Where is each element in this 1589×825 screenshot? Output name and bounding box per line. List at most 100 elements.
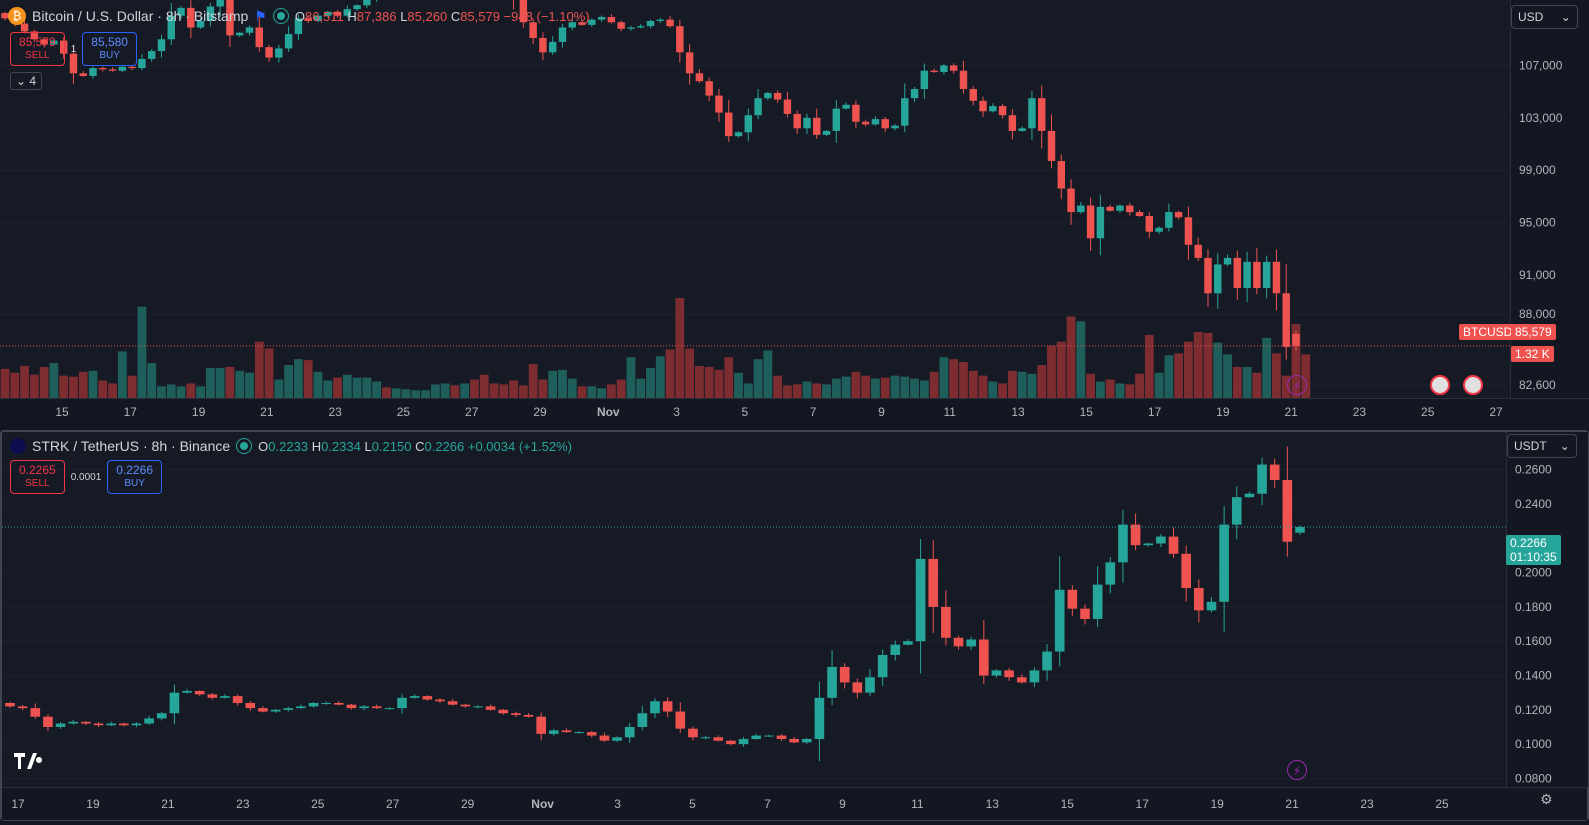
btc-time-axis[interactable]: 15 17 19 21 23 25 27 29 Nov 3 5 7 9 11 13 15 17 19 21 23 25 2…: [0, 398, 1589, 429]
volume-bar: [284, 364, 294, 398]
btc-chart-plot[interactable]: [0, 0, 1510, 398]
strk-buy-button[interactable]: 0.2266 BUY: [107, 460, 162, 494]
volume-bar: [430, 384, 440, 398]
candle-body: [624, 726, 635, 738]
candle-body: [966, 639, 976, 647]
volume-bar: [714, 369, 724, 398]
candle-body: [1067, 188, 1075, 213]
volume-bar: [440, 383, 450, 398]
candle-body: [998, 106, 1007, 116]
lightning-event-icon[interactable]: ⚡: [1287, 375, 1307, 395]
volume-bar: [900, 376, 910, 398]
strk-bar-timer: 01:10:35: [1510, 550, 1557, 564]
y-tick-label: 0.1000: [1515, 737, 1552, 751]
candle-body: [1233, 257, 1242, 289]
x-tick-label: 29: [533, 405, 547, 419]
candle-body: [539, 37, 547, 53]
btc-symbol-label[interactable]: Bitcoin / U.S. Dollar · 8h · Bitstamp: [32, 8, 249, 24]
volume-bar: [166, 384, 176, 398]
gear-icon[interactable]: ⚙: [1540, 791, 1553, 807]
candle-body: [814, 697, 825, 739]
btc-chart-pane[interactable]: 82,600 88,000 91,000 95,000 99,000 103,000 107…: [0, 0, 1589, 429]
candle-body: [930, 70, 938, 73]
candle-body: [839, 666, 850, 683]
strk-last-price: 0.2266: [1510, 536, 1547, 550]
candle-body: [754, 98, 762, 116]
btc-price-axis[interactable]: 82,600 88,000 91,000 95,000 99,000 103,000 107…: [1510, 0, 1589, 398]
y-tick-label: 91,000: [1519, 268, 1556, 282]
btc-buy-price: 85,580: [91, 35, 128, 49]
volume-bar: [78, 371, 88, 398]
x-tick-label: 25: [1421, 405, 1435, 419]
volume-bar: [910, 378, 919, 398]
strk-chart-pane[interactable]: 0.0800 0.1000 0.1200 0.1400 0.1600 0.1800 0.20…: [0, 430, 1589, 821]
btc-spread: 1: [70, 43, 77, 55]
candle-body: [991, 670, 1002, 676]
strk-time-axis[interactable]: 17 19 21 23 25 27 29 Nov 3 5 7 9 11 13 15 17 19 21 23 25: [2, 787, 1587, 820]
candle-body: [106, 723, 116, 726]
btc-sell-label: SELL: [25, 50, 50, 61]
volume-bar: [254, 341, 264, 398]
starknet-icon: [10, 438, 26, 454]
candle-body: [1262, 261, 1271, 289]
x-tick-label: 27: [386, 797, 400, 811]
strk-price-axis[interactable]: 0.0800 0.1000 0.1200 0.1400 0.1600 0.1800 0.20…: [1506, 432, 1588, 787]
volume-bar: [978, 375, 988, 398]
volume-bar: [567, 378, 577, 398]
strk-sell-button[interactable]: 0.2265 SELL: [10, 460, 65, 494]
volume-bar: [499, 384, 509, 398]
candle-body: [1269, 464, 1280, 481]
volume-bar: [108, 383, 117, 398]
x-tick-label: 13: [986, 797, 1000, 811]
candle-body: [232, 696, 243, 703]
indicators-collapse-button[interactable]: ⌄ 4: [10, 72, 43, 90]
y-tick-label: 0.1400: [1515, 669, 1552, 683]
candle-body: [861, 121, 870, 125]
btc-currency-button[interactable]: USD ⌄: [1511, 5, 1578, 29]
lightning-event-icon[interactable]: ⚡: [1287, 760, 1307, 780]
strk-ohlc: O0.2233 H0.2334 L0.2150 C0.2266 +0.0034 …: [258, 439, 572, 454]
candle-body: [108, 69, 117, 71]
candle-body: [1165, 212, 1173, 228]
candle-body: [1116, 205, 1124, 211]
candle-body: [1130, 524, 1141, 546]
candle-body: [1029, 670, 1040, 683]
btc-sell-button[interactable]: 85,579 SELL: [10, 32, 65, 66]
candle-body: [131, 723, 142, 726]
candle-body: [314, 15, 322, 21]
candle-body: [1219, 524, 1229, 602]
candle-body: [147, 51, 156, 59]
candle-body: [194, 690, 205, 695]
btc-high-label: H: [347, 8, 357, 24]
candle-body: [1156, 536, 1166, 544]
candle-body: [43, 716, 53, 727]
volume-bar: [1047, 345, 1056, 398]
strk-symbol-label[interactable]: STRK / TetherUS · 8h · Binance: [32, 438, 231, 454]
x-tick-label: 25: [1435, 797, 1449, 811]
volume-bar: [362, 377, 372, 398]
volume-bar: [205, 367, 215, 398]
candle-body: [842, 104, 850, 109]
volume-bar: [783, 385, 792, 398]
volume-bar: [1154, 372, 1164, 398]
volume-bar: [470, 379, 479, 398]
candle-body: [776, 735, 787, 739]
us-flag-event-icon[interactable]: [1430, 375, 1450, 395]
strk-currency-button[interactable]: USDT ⌄: [1507, 434, 1577, 458]
volume-bar: [841, 376, 851, 398]
candle-body: [578, 22, 586, 25]
strk-spread: 0.0001: [70, 471, 102, 483]
candle-body: [156, 713, 167, 719]
strk-change: +0.0034 (+1.52%): [467, 438, 572, 454]
candle-body: [656, 19, 664, 21]
volume-bar: [1203, 332, 1213, 398]
candle-body: [473, 706, 483, 708]
x-tick-label: 5: [742, 405, 749, 419]
candle-body: [68, 721, 79, 724]
us-flag-event-icon[interactable]: [1463, 375, 1483, 395]
y-tick-label: 0.2600: [1515, 463, 1552, 477]
strk-chart-plot[interactable]: [2, 432, 1506, 787]
volume-bar: [10, 372, 20, 398]
candle-body: [1257, 464, 1267, 494]
btc-buy-button[interactable]: 85,580 BUY: [82, 32, 137, 66]
